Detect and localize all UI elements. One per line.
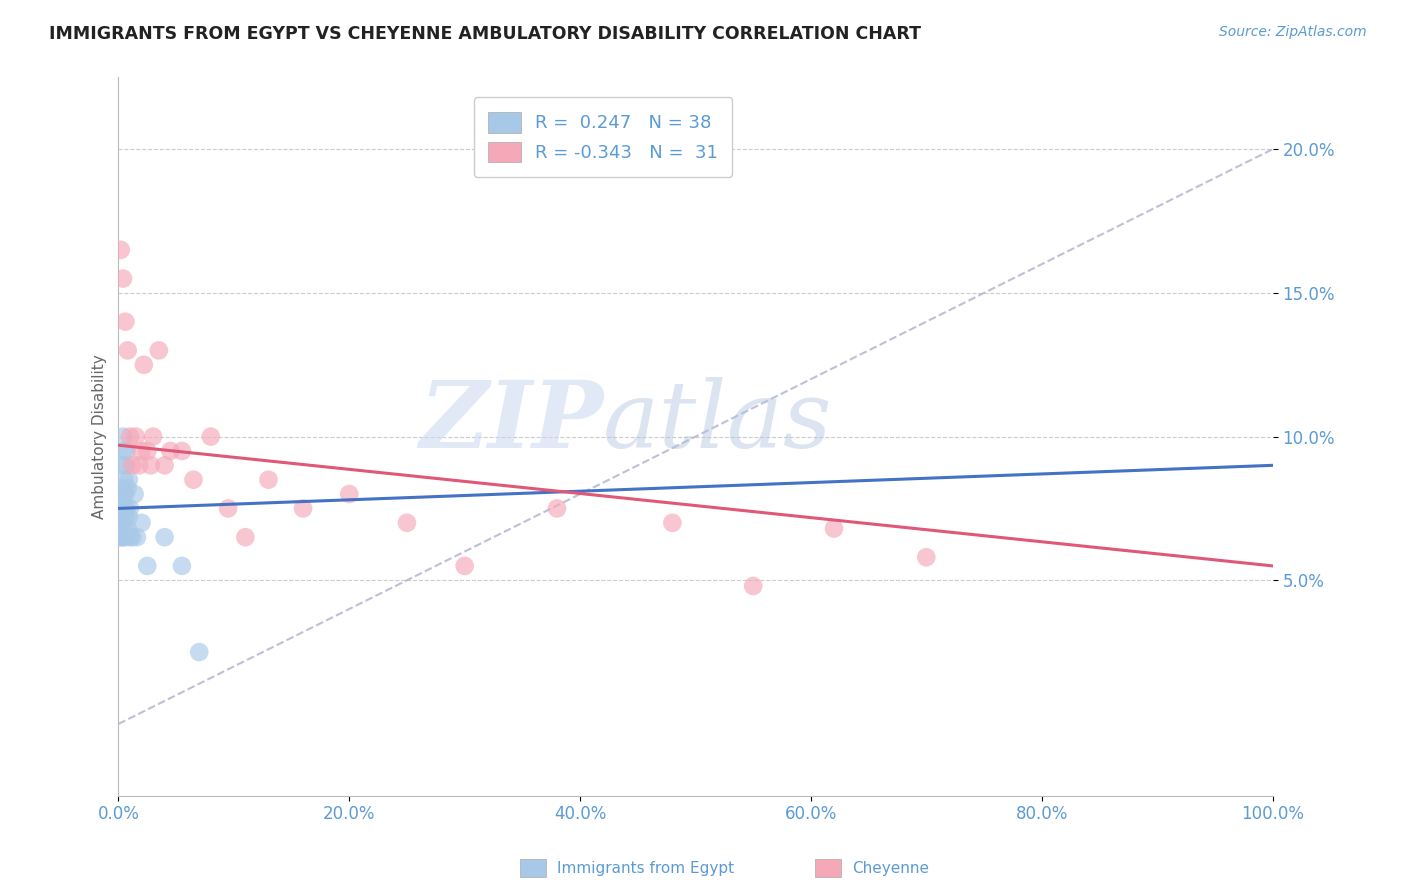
Point xyxy=(114,487,136,501)
Point xyxy=(110,492,132,507)
Point xyxy=(112,473,135,487)
Point xyxy=(153,458,176,473)
Point xyxy=(112,429,135,443)
Point xyxy=(115,444,138,458)
Point xyxy=(118,501,141,516)
Point xyxy=(117,481,139,495)
Point xyxy=(121,530,143,544)
Text: atlas: atlas xyxy=(603,377,832,467)
Point xyxy=(117,343,139,358)
Point xyxy=(118,429,141,443)
Point xyxy=(159,444,181,458)
Point xyxy=(125,429,148,443)
Point xyxy=(118,473,141,487)
Point xyxy=(108,522,131,536)
Point xyxy=(217,501,239,516)
Point xyxy=(111,501,134,516)
Point xyxy=(170,558,193,573)
Point xyxy=(110,516,132,530)
Point xyxy=(142,429,165,443)
Point xyxy=(112,530,135,544)
Point xyxy=(915,550,938,565)
Point xyxy=(128,458,150,473)
Point xyxy=(110,530,132,544)
Point xyxy=(112,271,135,285)
Point xyxy=(742,579,765,593)
Point xyxy=(121,458,143,473)
Legend: R =  0.247   N = 38, R = -0.343   N =  31: R = 0.247 N = 38, R = -0.343 N = 31 xyxy=(474,97,733,177)
Point xyxy=(112,522,135,536)
Text: IMMIGRANTS FROM EGYPT VS CHEYENNE AMBULATORY DISABILITY CORRELATION CHART: IMMIGRANTS FROM EGYPT VS CHEYENNE AMBULA… xyxy=(49,25,921,43)
Point xyxy=(114,530,136,544)
Point xyxy=(235,530,257,544)
Point xyxy=(823,522,845,536)
Point xyxy=(112,501,135,516)
Text: Immigrants from Egypt: Immigrants from Egypt xyxy=(557,862,734,876)
Point xyxy=(124,487,146,501)
Point xyxy=(112,444,135,458)
Point xyxy=(395,516,418,530)
Point xyxy=(125,530,148,544)
Y-axis label: Ambulatory Disability: Ambulatory Disability xyxy=(93,354,107,519)
Point xyxy=(115,501,138,516)
Point xyxy=(131,444,153,458)
Text: ZIP: ZIP xyxy=(419,377,603,467)
Point xyxy=(136,444,159,458)
Point xyxy=(139,458,162,473)
Point xyxy=(148,343,170,358)
Text: Cheyenne: Cheyenne xyxy=(852,862,929,876)
Text: Source: ZipAtlas.com: Source: ZipAtlas.com xyxy=(1219,25,1367,39)
Point xyxy=(110,243,132,257)
Point xyxy=(257,473,280,487)
Point xyxy=(118,530,141,544)
Point xyxy=(453,558,475,573)
Point xyxy=(337,487,360,501)
Point xyxy=(153,530,176,544)
Point xyxy=(170,444,193,458)
Point xyxy=(131,516,153,530)
Point xyxy=(183,473,205,487)
Point xyxy=(112,487,135,501)
Point xyxy=(111,458,134,473)
Point xyxy=(136,558,159,573)
Point xyxy=(111,481,134,495)
Point xyxy=(188,645,211,659)
Point xyxy=(118,510,141,524)
Point xyxy=(132,358,155,372)
Point xyxy=(111,522,134,536)
Point xyxy=(546,501,568,516)
Point xyxy=(114,315,136,329)
Point xyxy=(111,530,134,544)
Point xyxy=(117,522,139,536)
Point xyxy=(114,458,136,473)
Point xyxy=(112,510,135,524)
Point xyxy=(292,501,315,516)
Point xyxy=(200,429,222,443)
Point xyxy=(114,510,136,524)
Point xyxy=(661,516,683,530)
Point xyxy=(108,510,131,524)
